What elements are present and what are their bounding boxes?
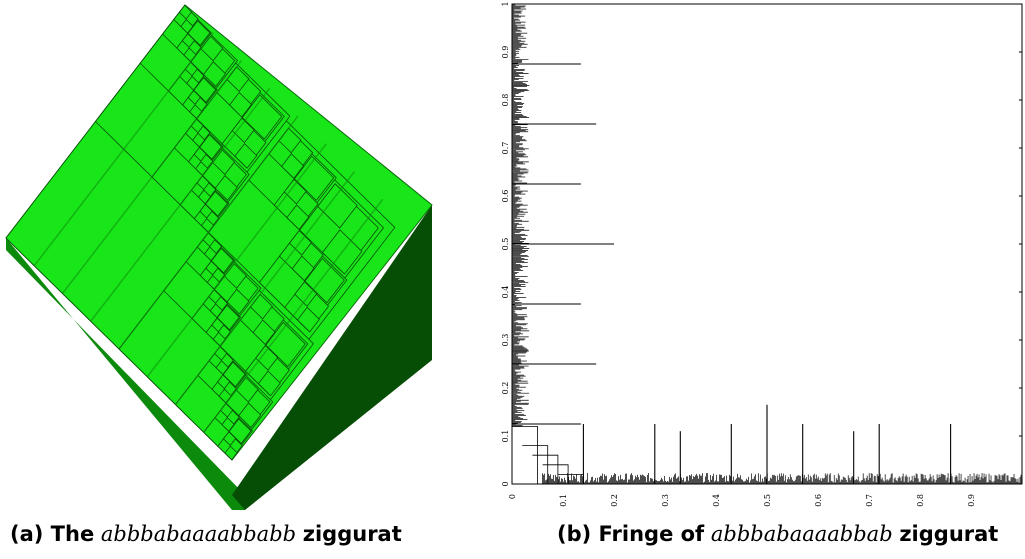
y-tick-label: 0.7 — [501, 142, 510, 155]
ziggurat-step-edge — [174, 171, 356, 405]
ziggurat-step — [224, 445, 238, 461]
ziggurat-step — [199, 134, 223, 160]
ziggurat-step — [178, 4, 193, 20]
y-tick-label: 0.6 — [501, 190, 510, 203]
fringe-spikes — [512, 63, 952, 484]
caption-b: (b) Fringe of abbbabaaaabbab ziggurat — [557, 514, 998, 554]
ziggurat-step-edge — [33, 32, 214, 267]
x-tick-label: 0.7 — [865, 494, 874, 507]
caption-b-label: (b) Fringe of — [557, 522, 705, 546]
x-tick-label: 0.9 — [967, 494, 976, 507]
ziggurat-step — [234, 143, 258, 169]
y-tick-label: 0.9 — [501, 46, 510, 59]
ziggurat-step — [187, 20, 211, 47]
ziggurat-right-side — [232, 205, 432, 510]
ziggurat-step-edge — [118, 115, 299, 350]
y-axis-ticks: 0 0.1 0.2 0.3 0.4 0.5 0.6 0.7 0.8 0.9 1 — [501, 1, 510, 486]
fringe-stair — [522, 445, 549, 484]
ziggurat-step — [238, 402, 262, 429]
ziggurat-step — [210, 247, 234, 274]
ziggurat-step — [228, 418, 252, 445]
ziggurat-step — [241, 94, 283, 140]
ziggurat-step — [231, 117, 255, 144]
y-tick-label: 0.1 — [501, 430, 510, 443]
ziggurat-step — [205, 190, 228, 217]
ziggurat-3d-render — [5, 4, 433, 510]
ziggurat-step — [193, 77, 217, 103]
ziggurat-step — [291, 255, 315, 282]
fringe-stair — [512, 425, 538, 484]
ziggurat-step-edge — [90, 87, 271, 322]
ziggurat-step-edge — [203, 198, 384, 433]
ziggurat-step — [257, 370, 281, 397]
ziggurat-step — [293, 155, 335, 202]
ziggurat-steps — [5, 4, 396, 461]
y-tick-label: 0.8 — [501, 94, 510, 107]
ziggurat-step — [296, 306, 320, 333]
ziggurat-step — [286, 204, 310, 231]
caption-a-tail: ziggurat — [302, 522, 402, 546]
fringe-chart: 0 0.1 0.2 0.3 0.4 0.5 0.6 0.7 0.8 0.9 1 0 0.1 0.2 0.3… — [501, 1, 1023, 507]
ziggurat-step — [255, 344, 279, 371]
ziggurat-step — [304, 257, 345, 304]
x-tick-label: 0.3 — [661, 494, 670, 507]
ziggurat-step — [252, 319, 276, 346]
x-tick-label: 0.4 — [712, 494, 721, 507]
y-tick-label: 0 — [501, 481, 510, 486]
caption-a-label: (a) The — [10, 522, 95, 546]
ziggurat-step-edge — [61, 60, 243, 294]
ziggurat-step — [214, 174, 238, 201]
ziggurat-step — [281, 153, 305, 179]
ziggurat-step — [226, 288, 250, 315]
ziggurat-step — [283, 178, 307, 205]
ziggurat-left-side — [6, 238, 245, 510]
x-axis-ticks: 0 0.1 0.2 0.3 0.4 0.5 0.6 0.7 0.8 0.9 — [508, 494, 976, 507]
fringe-stair — [542, 464, 569, 484]
ziggurat-step — [229, 91, 253, 118]
y-tick-label: 0.5 — [501, 238, 510, 251]
x-tick-label: 0.8 — [916, 494, 925, 507]
x-tick-label: 0.2 — [610, 494, 619, 507]
ziggurat-step — [317, 183, 358, 229]
y-tick-label: 0.2 — [501, 382, 510, 395]
ziggurat-step — [216, 304, 240, 331]
ziggurat-step — [203, 61, 226, 87]
ziggurat-step-edge — [146, 143, 327, 378]
x-tick-label: 0.5 — [763, 494, 772, 507]
right-axis-ticks — [1019, 3, 1022, 485]
fringe-lines — [512, 4, 1022, 484]
y-tick-label: 0.3 — [501, 334, 510, 347]
x-tick-label: 0.6 — [814, 494, 823, 507]
y-tick-label: 0.4 — [501, 286, 510, 299]
caption-a: (a) The abbbabaaaabbabb ziggurat — [10, 514, 402, 554]
ziggurat-step — [265, 321, 306, 368]
caption-b-tail: ziggurat — [899, 522, 999, 546]
fringe-stair — [532, 454, 559, 484]
x-tick-label: 0 — [508, 494, 517, 499]
caption-a-word: abbbabaaaabbabb — [100, 522, 297, 546]
y-tick-label: 1 — [501, 1, 510, 6]
x-tick-label: 0.1 — [559, 494, 568, 507]
caption-b-word: abbbabaaaabbab — [710, 522, 893, 546]
ziggurat-step — [222, 361, 246, 388]
